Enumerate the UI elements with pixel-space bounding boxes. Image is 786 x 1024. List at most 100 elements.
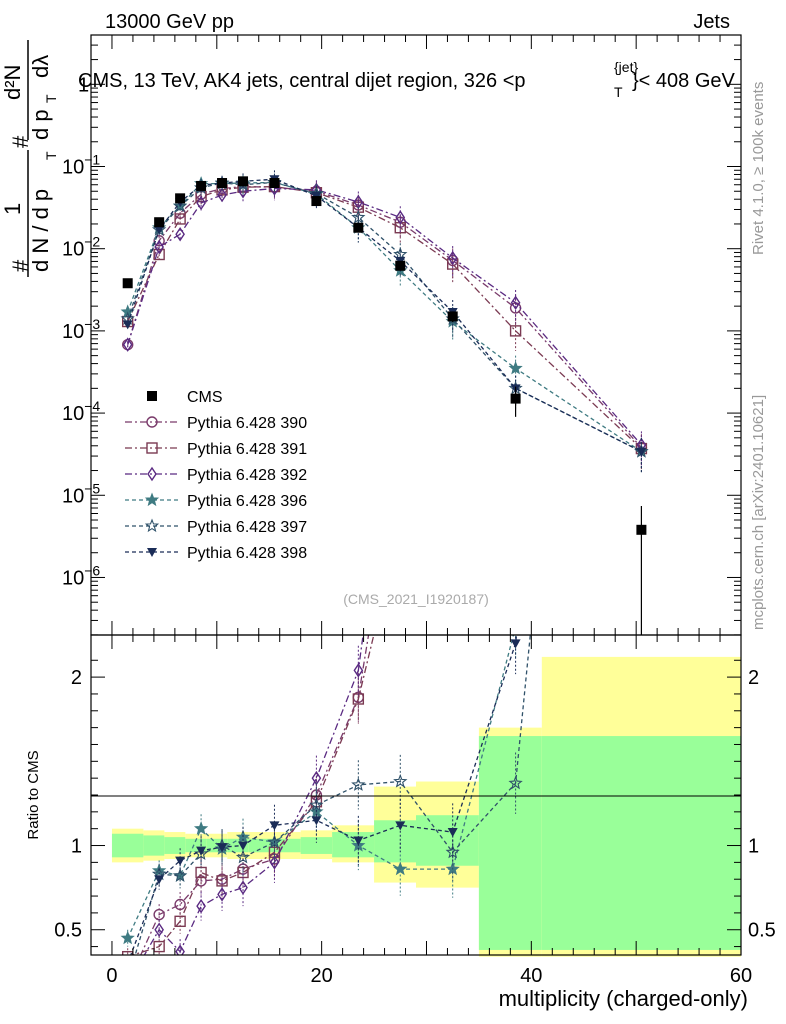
ratio-point-4-2 — [172, 868, 188, 882]
ratio-point-5-2 — [175, 856, 186, 866]
x-axis-label: multiplicity (charged-only) — [499, 986, 748, 1011]
ratio-series-layer — [120, 201, 531, 989]
legend-label-2: Pythia 6.428 392 — [187, 467, 307, 484]
ratio-point-2-4 — [217, 887, 227, 902]
main-point-0-1 — [153, 235, 165, 247]
ratio-stat-band-7 — [300, 837, 333, 854]
legend-label-1: Pythia 6.428 391 — [187, 441, 307, 458]
x-tick-label-60: 60 — [730, 965, 752, 987]
legend-label-4: Pythia 6.428 397 — [187, 519, 307, 536]
ylabel-d2n: d²N — [0, 65, 25, 100]
ratio-uncertainty-bands — [111, 656, 741, 957]
main-point-2-0 — [122, 337, 133, 352]
ylabel-dlambda: dλ — [28, 55, 53, 78]
ratio-point-2-3 — [196, 898, 206, 914]
main-point-2-9 — [395, 210, 406, 225]
ratio-point-0-9 — [395, 436, 405, 446]
y-tick-label-exp--5: −5 — [84, 480, 100, 496]
legend-label-3: Pythia 6.428 396 — [187, 493, 307, 510]
data-point-8 — [353, 222, 364, 233]
ratio-point-3-9 — [393, 861, 408, 876]
ratio-point-5-8 — [353, 836, 364, 846]
ylabel-hash-2: # — [8, 135, 33, 148]
main-y-axis-label: # 1 d N / d p T # d²N d p T dλ — [0, 40, 59, 277]
ratio-point-0-10 — [448, 201, 458, 211]
ylabel-dpt-sub: T — [43, 94, 59, 103]
category-label: Jets — [693, 11, 730, 33]
title-end: }< 408 GeV — [632, 70, 736, 92]
ratio-point-5-11 — [510, 639, 521, 649]
y-tick-label-exp--1: −1 — [84, 152, 100, 168]
ratio-point-5-7 — [311, 816, 322, 826]
ratio-tick-label-left-2: 2 — [71, 667, 82, 689]
ratio-stat-band-1 — [143, 835, 165, 856]
ratio-point-5-6 — [269, 821, 280, 831]
axis-ticks — [91, 35, 742, 955]
legend-marker-0 — [146, 416, 158, 428]
ratio-point-3-3 — [193, 821, 209, 835]
analysis-id-label: (CMS_2021_I1920187) — [343, 591, 489, 607]
main-line-2 — [127, 187, 642, 446]
ratio-tick-label-right-1: 1 — [748, 836, 759, 858]
ratio-stat-band-2 — [164, 837, 186, 854]
ratio-stat-band-0 — [111, 833, 144, 858]
main-point-1-11 — [509, 325, 522, 337]
ratio-point-4-8 — [351, 777, 366, 791]
ratio-point-4-11 — [508, 775, 523, 790]
legend-marker-4 — [144, 518, 160, 533]
data-point-2 — [175, 193, 186, 204]
data-point-5 — [238, 176, 249, 187]
ratio-point-2-5 — [238, 880, 248, 895]
ratio-point-5-1 — [154, 875, 165, 885]
ratio-stat-band-9 — [374, 820, 416, 863]
data-point-10 — [447, 311, 458, 322]
main-point-2-1 — [154, 239, 164, 255]
ratio-point-5-4 — [217, 843, 228, 853]
energy-label: 13000 GeV pp — [105, 11, 234, 33]
data-point-6 — [269, 177, 280, 188]
main-point-2-10 — [447, 250, 458, 266]
y-tick-label-0: 1 — [78, 74, 89, 96]
main-point-2-3 — [196, 195, 206, 211]
data-point-0 — [122, 278, 133, 289]
legend: CMS Pythia 6.428 390 Pythia 6.428 391 Pythi… — [125, 389, 307, 562]
main-point-4-8 — [351, 209, 366, 224]
ratio-point-4-9 — [393, 774, 408, 788]
ratio-tick-label-right-0.5: 0.5 — [748, 920, 776, 942]
main-point-3-0 — [120, 304, 135, 319]
legend-marker-1 — [146, 442, 158, 454]
main-line-0 — [127, 185, 642, 449]
ratio-point-4-7 — [309, 797, 324, 812]
ratio-point-2-6 — [269, 855, 280, 870]
ratio-point-2-9 — [396, 351, 404, 363]
legend-marker-data — [147, 391, 157, 401]
ratio-point-5-10 — [447, 828, 458, 838]
ratio-point-3-11 — [510, 621, 521, 632]
legend-marker-3 — [144, 492, 160, 507]
legend-marker-5 — [147, 548, 157, 557]
main-point-1-1 — [153, 248, 165, 261]
ratio-point-1-2 — [174, 915, 186, 928]
legend-marker-2 — [147, 466, 157, 482]
ratio-y-axis-label: Ratio to CMS — [25, 750, 42, 839]
ratio-point-3-0 — [120, 930, 135, 945]
source-label: mcplots.cern.ch [arXiv:2401.10621] — [750, 395, 767, 630]
ratio-point-1-10 — [448, 285, 458, 295]
ylabel-one: 1 — [0, 203, 25, 215]
ratio-tick-label-left-0.5: 0.5 — [54, 920, 82, 942]
main-point-2-4 — [217, 187, 227, 203]
main-data-points — [122, 176, 647, 635]
ratio-point-0-0 — [123, 979, 133, 989]
ratio-point-5-5 — [238, 841, 249, 851]
ratio-point-5-0 — [123, 959, 133, 968]
x-tick-label-0: 0 — [106, 965, 117, 987]
main-line-3 — [127, 181, 642, 453]
ylabel-hash: # — [8, 259, 33, 272]
ratio-point-2-8 — [353, 663, 364, 678]
ratio-point-1-0 — [121, 950, 134, 955]
ratio-stat-band-10 — [416, 815, 479, 866]
ratio-point-2-1 — [154, 922, 164, 937]
main-line-4 — [127, 181, 642, 453]
x-tick-label-20: 20 — [311, 965, 333, 987]
